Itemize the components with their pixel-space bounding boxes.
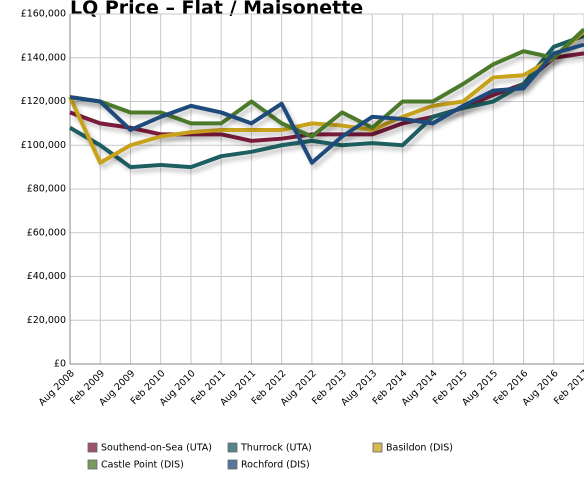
y-tick-label: £20,000 — [27, 315, 66, 326]
legend-swatch — [227, 442, 238, 453]
series-line — [68, 33, 584, 170]
legend-label: Southend-on-Sea (UTA) — [101, 443, 212, 454]
series-line — [69, 42, 584, 165]
legend-swatch — [372, 442, 383, 453]
series-line — [69, 27, 584, 139]
y-tick-label: £40,000 — [27, 271, 66, 282]
legend-swatch — [87, 459, 98, 470]
legend-label: Castle Point (DIS) — [101, 460, 184, 471]
series-line — [69, 51, 584, 143]
legend-label: Basildon (DIS) — [386, 443, 453, 454]
y-tick-label: £100,000 — [21, 140, 66, 151]
legend-label: Rochford (DIS) — [241, 460, 310, 471]
y-tick-label: £140,000 — [21, 52, 66, 63]
y-tick-label: £0 — [54, 359, 66, 370]
y-tick-label: £60,000 — [27, 227, 66, 238]
legend-swatch — [87, 442, 98, 453]
y-tick-label: £80,000 — [27, 184, 66, 195]
y-tick-label: £160,000 — [21, 9, 66, 20]
chart-title: LQ Price – Flat / Maisonette — [70, 0, 363, 19]
y-tick-label: £120,000 — [21, 96, 66, 107]
legend-swatch — [227, 459, 238, 470]
legend-label: Thurrock (UTA) — [240, 443, 312, 454]
